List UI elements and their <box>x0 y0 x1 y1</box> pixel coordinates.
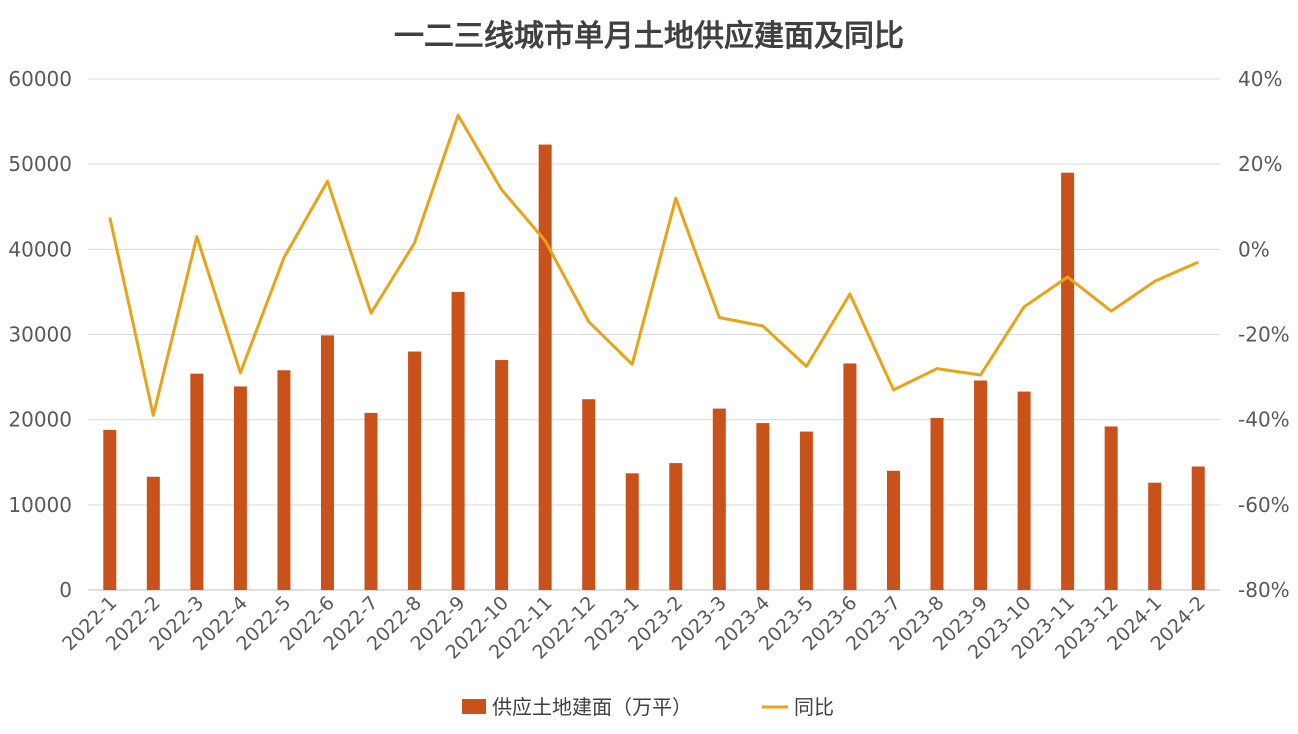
bar <box>103 429 117 590</box>
right-tick-label: 20% <box>1238 152 1282 176</box>
right-tick-label: 0% <box>1238 237 1270 261</box>
bar <box>1017 391 1031 590</box>
left-tick-label: 0 <box>59 578 72 602</box>
bar-series <box>103 144 1205 590</box>
bar <box>190 373 204 590</box>
bar <box>233 386 247 590</box>
bar <box>712 408 726 590</box>
bar <box>451 291 465 590</box>
bar <box>756 423 770 590</box>
right-tick-label: -20% <box>1238 323 1290 347</box>
bar <box>1061 172 1075 590</box>
bar <box>277 370 291 590</box>
legend-line-label: 同比 <box>794 695 834 719</box>
left-tick-label: 50000 <box>8 152 72 176</box>
bar <box>843 363 857 590</box>
bar <box>974 380 988 590</box>
left-tick-label: 30000 <box>8 323 72 347</box>
left-tick-label: 60000 <box>8 67 72 91</box>
left-tick-label: 10000 <box>8 493 72 517</box>
legend-bar-label: 供应土地建面（万平） <box>492 695 692 719</box>
bar <box>930 417 944 590</box>
gridlines <box>88 78 1220 591</box>
bar <box>538 144 552 590</box>
left-axis-ticks: 0 10000 20000 30000 40000 50000 60000 <box>8 67 72 602</box>
bar <box>625 473 639 590</box>
line-series <box>108 113 1199 417</box>
bar <box>799 431 813 590</box>
left-tick-label: 20000 <box>8 408 72 432</box>
bar <box>364 412 378 590</box>
x-axis-ticks: 2022-12022-22022-32022-42022-52022-62022… <box>58 592 1210 664</box>
right-tick-label: -80% <box>1238 578 1290 602</box>
left-tick-label: 40000 <box>8 237 72 261</box>
bar <box>1191 466 1205 590</box>
bar <box>582 399 596 590</box>
bar <box>886 470 900 590</box>
bar <box>669 463 683 590</box>
right-tick-label: 40% <box>1238 67 1282 91</box>
chart-title: 一二三线城市单月土地供应建面及同比 <box>394 19 904 54</box>
bar <box>495 360 509 590</box>
bar <box>1148 482 1162 590</box>
bar <box>320 335 334 590</box>
bar <box>146 476 160 590</box>
right-tick-label: -60% <box>1238 493 1290 517</box>
right-tick-label: -40% <box>1238 408 1290 432</box>
bar <box>408 351 422 590</box>
yoy-line <box>108 113 1199 417</box>
right-axis-ticks: -80% -60% -40% -20% 0% 20% 40% <box>1238 67 1290 602</box>
bar <box>1104 426 1118 590</box>
legend-bar-swatch <box>462 699 486 714</box>
legend: 供应土地建面（万平） 同比 <box>462 695 834 719</box>
